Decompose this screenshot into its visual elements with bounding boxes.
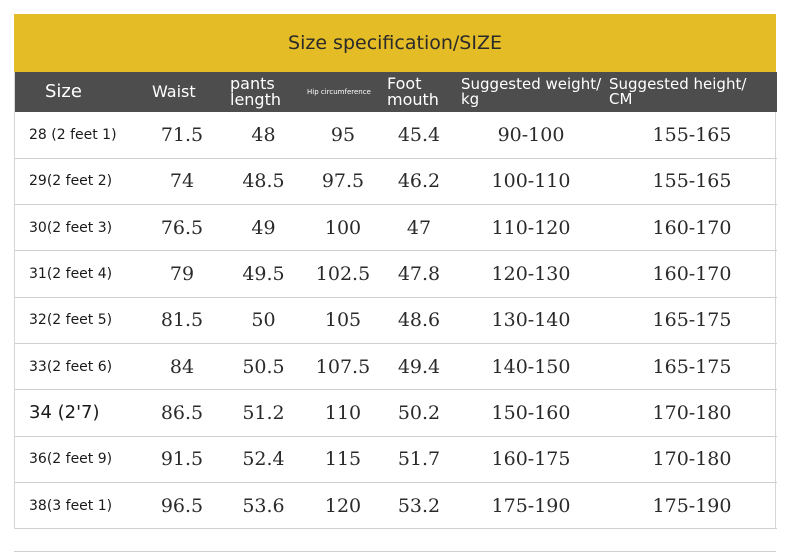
header-height-line1: Suggested height/	[609, 75, 747, 93]
cell-size: 32(2 feet 5)	[29, 312, 113, 329]
cell-hip: 107.5	[315, 355, 371, 378]
cell-foot: 48.6	[397, 309, 441, 332]
cell-height: 160-170	[652, 216, 732, 239]
cell-waist: 76.5	[160, 216, 204, 239]
cell-height: 175-190	[652, 494, 732, 517]
header-pants-length-line2: length	[230, 90, 281, 109]
header-suggested-height: Suggested height/ CM	[607, 72, 777, 112]
cell-weight: 150-160	[491, 401, 571, 424]
cell-foot: 49.4	[397, 355, 441, 378]
cell-size: 38(3 feet 1)	[29, 497, 113, 514]
cell-waist: 91.5	[160, 448, 204, 471]
cell-pants-length: 53.6	[242, 494, 285, 517]
cell-pants-length: 50.5	[242, 355, 285, 378]
header-weight-line1: Suggested weight/	[461, 75, 602, 93]
cell-hip: 102.5	[315, 263, 371, 286]
size-table: Size Waist pants length Hip circumferenc…	[15, 72, 777, 529]
cell-waist: 86.5	[160, 401, 204, 424]
table-row: 33(2 feet 6) 84 50.5 107.5 49.4 140-150 …	[15, 343, 777, 390]
cell-weight: 130-140	[491, 309, 571, 332]
cell-height: 170-180	[652, 448, 732, 471]
table-row: 38(3 feet 1) 96.5 53.6 120 53.2 175-190 …	[15, 482, 777, 529]
cell-hip: 100	[324, 216, 362, 239]
header-row: Size Waist pants length Hip circumferenc…	[15, 72, 777, 112]
cell-weight: 175-190	[491, 494, 571, 517]
size-table-wrapper: Size Waist pants length Hip circumferenc…	[14, 72, 777, 530]
cell-pants-length: 52.4	[242, 448, 285, 471]
cell-foot: 47.8	[397, 263, 441, 286]
cell-waist: 81.5	[160, 309, 204, 332]
cell-pants-length: 48.5	[242, 170, 285, 193]
table-row: 32(2 feet 5) 81.5 50 105 48.6 130-140 16…	[15, 297, 777, 344]
cell-foot: 50.2	[397, 401, 441, 424]
cell-pants-length: 50	[251, 309, 276, 332]
cell-foot: 53.2	[397, 494, 441, 517]
header-waist: Waist	[152, 82, 196, 101]
cell-hip: 95	[330, 123, 356, 146]
cell-size: 28 (2 feet 1)	[29, 126, 117, 143]
table-row: 36(2 feet 9) 91.5 52.4 115 51.7 160-175 …	[15, 436, 777, 483]
cell-waist: 79	[169, 263, 195, 286]
cell-size: 30(2 feet 3)	[29, 219, 113, 236]
table-row: 31(2 feet 4) 79 49.5 102.5 47.8 120-130 …	[15, 251, 777, 298]
cell-foot: 46.2	[397, 170, 441, 193]
header-suggested-weight: Suggested weight/ kg	[455, 72, 607, 112]
header-size: Size	[45, 81, 82, 102]
cell-size: 33(2 feet 6)	[29, 358, 113, 375]
header-pants-length: pants length	[224, 72, 303, 112]
table-row: 34 (2'7) 86.5 51.2 110 50.2 150-160 170-…	[15, 390, 777, 437]
cell-hip: 97.5	[321, 170, 365, 193]
cell-size: 29(2 feet 2)	[29, 173, 113, 190]
cell-weight: 160-175	[491, 448, 571, 471]
cell-waist: 84	[169, 355, 195, 378]
cell-foot: 47	[406, 216, 432, 239]
cell-size: 31(2 feet 4)	[29, 266, 113, 283]
header-pants-length-line1: pants	[230, 74, 275, 93]
cell-weight: 110-120	[491, 216, 571, 239]
cell-height: 155-165	[652, 123, 732, 146]
table-row: 30(2 feet 3) 76.5 49 100 47 110-120 160-…	[15, 205, 777, 251]
chart-title: Size specification/SIZE	[14, 14, 776, 72]
cell-foot: 51.7	[397, 448, 441, 471]
cell-hip: 120	[324, 494, 362, 517]
cell-weight: 120-130	[491, 263, 571, 286]
cell-weight: 140-150	[491, 355, 571, 378]
cell-height: 155-165	[652, 170, 732, 193]
cell-waist: 71.5	[160, 123, 204, 146]
cell-pants-length: 48	[251, 123, 276, 146]
cell-hip: 110	[324, 401, 362, 424]
cell-pants-length: 51.2	[242, 401, 285, 424]
cell-height: 165-175	[652, 309, 732, 332]
cell-weight: 100-110	[491, 170, 571, 193]
cell-size: 36(2 feet 9)	[29, 451, 113, 468]
size-chart: Size specification/SIZE Size Waist pants…	[14, 14, 777, 530]
header-foot-line2: mouth	[387, 90, 439, 109]
cell-pants-length: 49	[251, 216, 276, 239]
table-row: 28 (2 feet 1) 71.5 48 95 45.4 90-100 155…	[15, 112, 777, 159]
cell-height: 160-170	[652, 263, 732, 286]
bottom-divider	[14, 551, 776, 552]
cell-pants-length: 49.5	[242, 263, 285, 286]
header-foot-mouth: Foot mouth	[383, 72, 455, 112]
header-foot-line1: Foot	[387, 74, 422, 93]
cell-weight: 90-100	[497, 123, 565, 146]
cell-height: 170-180	[652, 401, 732, 424]
cell-hip: 115	[324, 448, 362, 471]
header-height-line2: CM	[609, 90, 633, 108]
cell-hip: 105	[324, 309, 362, 332]
header-weight-line2: kg	[461, 90, 480, 108]
cell-height: 165-175	[652, 355, 732, 378]
cell-size: 34 (2'7)	[29, 402, 100, 424]
cell-waist: 96.5	[160, 494, 204, 517]
cell-foot: 45.4	[397, 123, 441, 146]
header-hip: Hip circumference	[307, 87, 371, 96]
table-row: 29(2 feet 2) 74 48.5 97.5 46.2 100-110 1…	[15, 158, 777, 205]
cell-waist: 74	[169, 170, 195, 193]
